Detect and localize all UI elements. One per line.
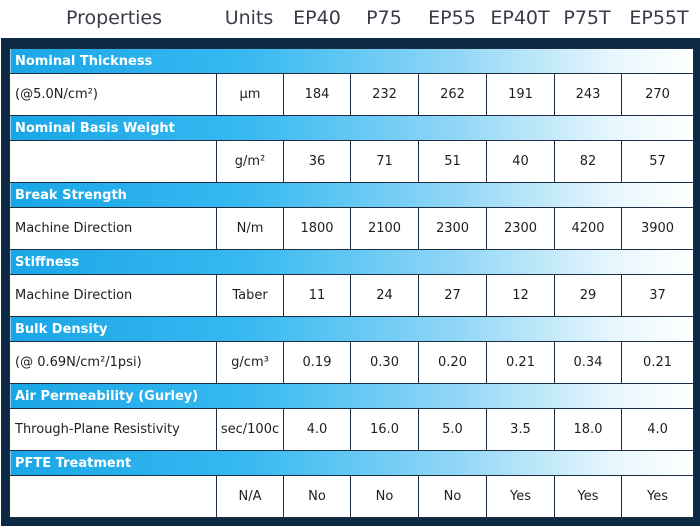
table-row: (@5.0N/cm²) µm 184 232 262 191 243 270 — [9, 73, 695, 116]
section-title: Nominal Thickness — [8, 48, 695, 74]
table-row: Through-Plane Resistivity sec/100c 4.0 16.0… — [9, 408, 695, 451]
row-unit: Taber — [216, 274, 284, 317]
header-col-ep55t: EP55T — [629, 7, 689, 29]
header-col-ep40: EP40 — [293, 7, 341, 29]
section-title: Nominal Basis Weight — [8, 115, 695, 141]
section-header-row: Nominal Thickness — [8, 48, 695, 74]
cell-p75t: 4200 — [554, 207, 622, 250]
row-unit: g/m² — [216, 140, 284, 183]
cell-ep40: No — [283, 475, 351, 518]
section-title: Break Strength — [8, 182, 695, 208]
row-label — [9, 475, 217, 518]
section-title: PFTE Treatment — [8, 450, 695, 476]
cell-ep40: 0.19 — [283, 341, 351, 384]
cell-p75t: 18.0 — [554, 408, 622, 451]
cell-ep40: 36 — [283, 140, 351, 183]
cell-ep40t: 40 — [486, 140, 555, 183]
section-header-row: Nominal Basis Weight — [8, 115, 695, 141]
section-header-row: Air Permeability (Gurley) — [8, 383, 695, 409]
cell-p75t: 0.34 — [554, 341, 622, 384]
cell-ep40t: 2300 — [486, 207, 555, 250]
table-header: Properties Units EP40 P75 EP55 EP40T P75… — [0, 0, 700, 38]
row-label: (@ 0.69N/cm²/1psi) — [9, 341, 217, 384]
cell-ep55: 262 — [418, 73, 487, 116]
row-unit: N/A — [216, 475, 284, 518]
cell-ep40t: 191 — [486, 73, 555, 116]
cell-p75t: Yes — [554, 475, 622, 518]
row-label: Machine Direction — [9, 207, 217, 250]
cell-p75: 16.0 — [350, 408, 419, 451]
table-row: Machine Direction Taber 11 24 27 12 29 37 — [9, 274, 695, 317]
section-header-row: Bulk Density — [8, 316, 695, 342]
cell-ep55t: 0.21 — [620, 341, 695, 384]
cell-ep55: 5.0 — [418, 408, 487, 451]
cell-ep55t: 57 — [620, 140, 695, 183]
cell-p75: No — [350, 475, 419, 518]
cell-ep40t: 3.5 — [486, 408, 555, 451]
table-row: (@ 0.69N/cm²/1psi) g/cm³ 0.19 0.30 0.20 0.21 0… — [9, 341, 695, 384]
table-row: Machine Direction N/m 1800 2100 2300 2300 4200… — [9, 207, 695, 250]
cell-p75: 232 — [350, 73, 419, 116]
table-row: N/A No No No Yes Yes Yes — [9, 475, 695, 518]
header-col-ep55: EP55 — [428, 7, 476, 29]
row-label — [9, 140, 217, 183]
section-header-row: Stiffness — [8, 249, 695, 275]
row-label: Machine Direction — [9, 274, 217, 317]
section-header-row: Break Strength — [8, 182, 695, 208]
cell-ep55t: 4.0 — [620, 408, 695, 451]
section-header-row: PFTE Treatment — [8, 450, 695, 476]
cell-p75: 71 — [350, 140, 419, 183]
cell-ep55t: 37 — [620, 274, 695, 317]
cell-ep55: 2300 — [418, 207, 487, 250]
properties-table: Nominal Thickness (@5.0N/cm²) µm 184 232 262 1… — [8, 48, 695, 518]
section-title: Air Permeability (Gurley) — [8, 383, 695, 409]
cell-ep40: 1800 — [283, 207, 351, 250]
cell-ep40t: Yes — [486, 475, 555, 518]
cell-ep55t: 3900 — [620, 207, 695, 250]
cell-p75t: 29 — [554, 274, 622, 317]
cell-ep55t: 270 — [620, 73, 695, 116]
cell-p75: 2100 — [350, 207, 419, 250]
cell-p75: 0.30 — [350, 341, 419, 384]
cell-ep40t: 0.21 — [486, 341, 555, 384]
section-title: Stiffness — [8, 249, 695, 275]
cell-ep40: 4.0 — [283, 408, 351, 451]
cell-ep40t: 12 — [486, 274, 555, 317]
row-unit: sec/100c — [216, 408, 284, 451]
header-col-p75t: P75T — [563, 7, 611, 29]
section-title: Bulk Density — [8, 316, 695, 342]
cell-p75t: 82 — [554, 140, 622, 183]
cell-ep40: 11 — [283, 274, 351, 317]
header-col-ep40t: EP40T — [490, 7, 550, 29]
cell-ep55: No — [418, 475, 487, 518]
cell-ep55: 51 — [418, 140, 487, 183]
cell-ep55t: Yes — [620, 475, 695, 518]
cell-p75: 24 — [350, 274, 419, 317]
cell-ep40: 184 — [283, 73, 351, 116]
cell-ep55: 0.20 — [418, 341, 487, 384]
row-label: Through-Plane Resistivity — [9, 408, 217, 451]
row-unit: µm — [216, 73, 284, 116]
header-properties: Properties — [65, 7, 163, 29]
row-unit: N/m — [216, 207, 284, 250]
table-row: g/m² 36 71 51 40 82 57 — [9, 140, 695, 183]
row-label: (@5.0N/cm²) — [9, 73, 217, 116]
header-units: Units — [224, 7, 274, 29]
cell-ep55: 27 — [418, 274, 487, 317]
header-col-p75: P75 — [366, 7, 402, 29]
cell-p75t: 243 — [554, 73, 622, 116]
row-unit: g/cm³ — [216, 341, 284, 384]
